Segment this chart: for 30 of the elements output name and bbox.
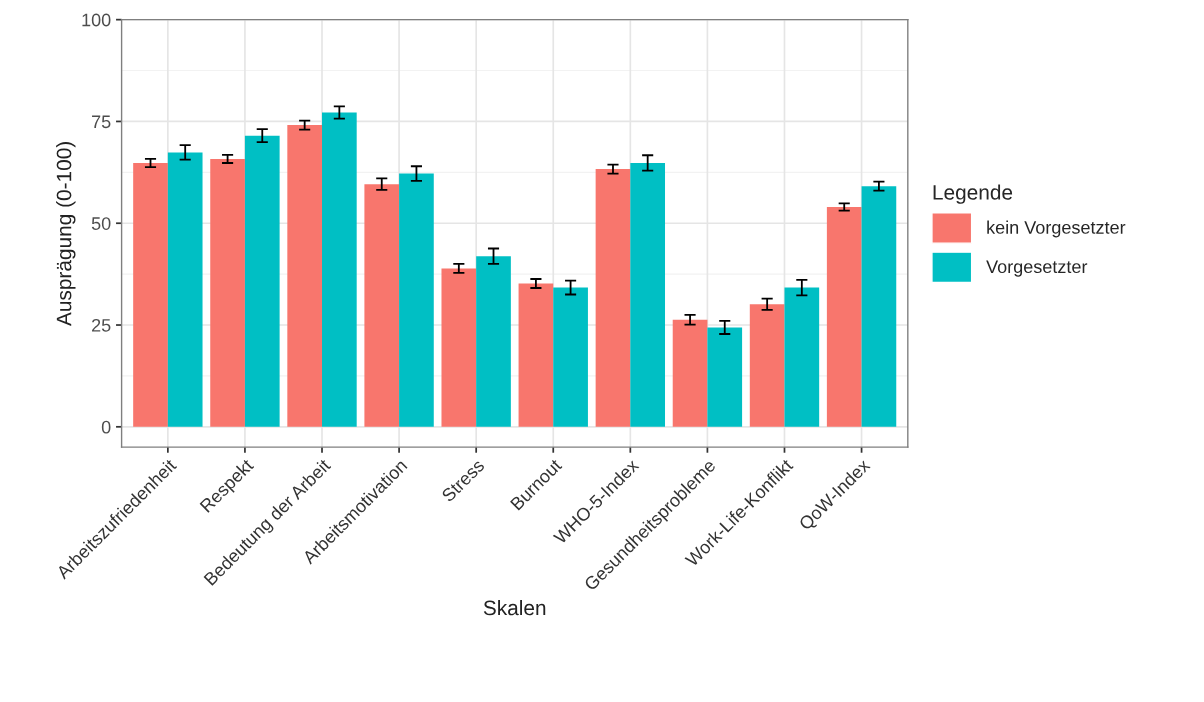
bar xyxy=(167,152,203,427)
x-axis-title: Skalen xyxy=(483,599,546,616)
y-tick-label: 25 xyxy=(92,318,111,332)
bar xyxy=(630,162,666,427)
bar xyxy=(210,158,245,427)
bar xyxy=(595,169,631,427)
y-tick-label: 100 xyxy=(82,13,111,27)
bar xyxy=(364,184,400,427)
bar xyxy=(476,256,511,427)
legend-label: kein Vorgesetzter xyxy=(987,220,1126,238)
bar xyxy=(399,173,434,427)
legend-title: Legende xyxy=(933,184,1013,204)
bar xyxy=(441,268,477,427)
bar xyxy=(749,304,785,427)
bar xyxy=(518,283,554,427)
y-tick-label: 0 xyxy=(101,420,111,434)
y-axis-title: Ausprägung (0-100) xyxy=(56,142,76,327)
y-tick-label: 50 xyxy=(91,217,111,230)
bar xyxy=(133,162,168,427)
bar xyxy=(244,135,280,427)
bar xyxy=(861,186,897,427)
bar xyxy=(707,327,743,427)
bar xyxy=(287,125,323,427)
y-tick-label: 75 xyxy=(92,115,111,129)
bar xyxy=(322,112,357,427)
bar xyxy=(672,319,708,427)
bar xyxy=(784,287,820,427)
bar xyxy=(826,206,862,427)
bar xyxy=(553,287,588,427)
legend-label: Vorgesetzter xyxy=(986,260,1088,277)
